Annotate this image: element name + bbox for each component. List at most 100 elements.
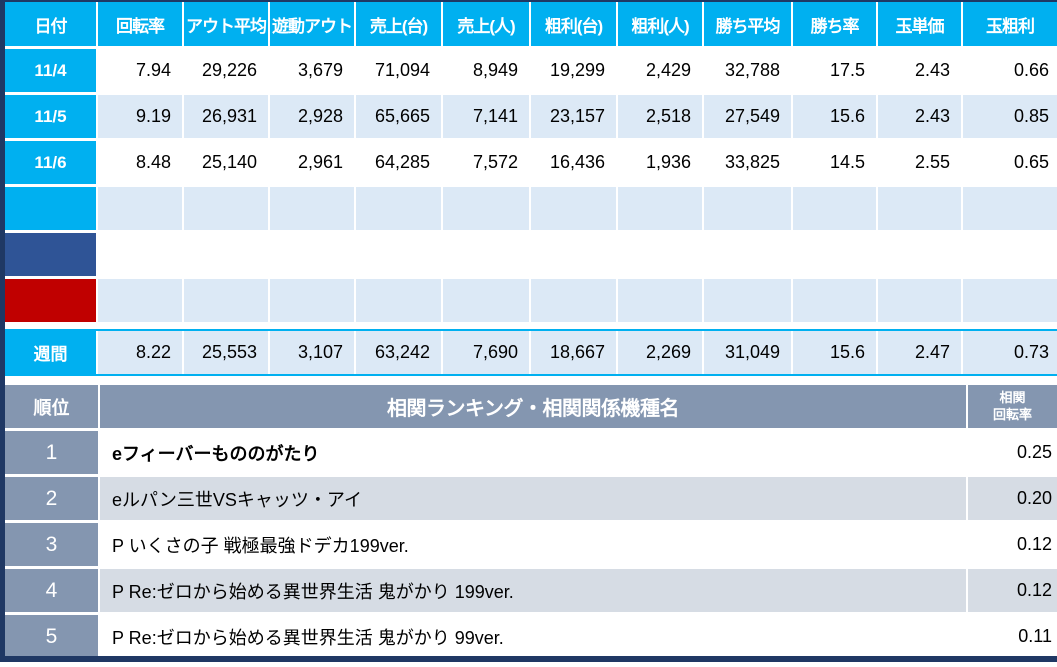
date-label-cell: 11/5	[5, 95, 98, 138]
ranking-title-header: 相関ランキング・相関関係機種名	[100, 385, 968, 428]
value-cell	[618, 233, 704, 276]
value-cell	[184, 233, 270, 276]
daily-row	[5, 187, 1057, 230]
value-cell: 9.19	[98, 95, 184, 138]
weekly-label-cell: 週間	[5, 331, 98, 374]
value-cell	[184, 279, 270, 322]
weekly-value-cell: 18,667	[531, 331, 618, 374]
machine-name-cell: eフィーバーもののがたり	[100, 431, 968, 474]
col-header-sales-per-person: 売上(人)	[443, 2, 531, 46]
sheet-bottom-border	[0, 656, 1057, 662]
value-cell	[704, 187, 793, 230]
ranking-row: 4 P Re:ゼロから始める異世界生活 鬼がかり 199ver. 0.12	[5, 569, 1057, 612]
col-header-floating-out: 遊動アウト	[270, 2, 356, 46]
value-cell	[356, 187, 443, 230]
value-cell	[704, 233, 793, 276]
correlation-value-cell: 0.12	[968, 569, 1057, 612]
sheet-left-border	[0, 0, 5, 662]
daily-stats-table: 日付 回転率 アウト平均 遊動アウト 売上(台) 売上(人) 粗利(台) 粗利(…	[5, 2, 1057, 376]
correlation-value-cell: 0.12	[968, 523, 1057, 566]
value-cell: 32,788	[704, 49, 793, 92]
correlation-value-cell: 0.20	[968, 477, 1057, 520]
value-cell	[963, 279, 1057, 322]
rank-cell: 5	[5, 615, 100, 658]
correlation-ranking-table: 順位 相関ランキング・相関関係機種名 相関 回転率 1 eフィーバーもののがたり…	[5, 385, 1057, 658]
value-cell: 2,518	[618, 95, 704, 138]
correlation-value-cell: 0.25	[968, 431, 1057, 474]
value-cell: 14.5	[793, 141, 878, 184]
value-cell: 19,299	[531, 49, 618, 92]
value-cell	[793, 279, 878, 322]
value-cell: 71,094	[356, 49, 443, 92]
col-header-win-average: 勝ち平均	[704, 2, 793, 46]
value-cell: 27,549	[704, 95, 793, 138]
value-cell: 16,436	[531, 141, 618, 184]
weekly-value-cell: 7,690	[443, 331, 531, 374]
value-cell: 25,140	[184, 141, 270, 184]
daily-rows-container: 11/4 7.94 29,226 3,679 71,094 8,949 19,2…	[5, 49, 1057, 322]
value-cell: 8.48	[98, 141, 184, 184]
sheet-top-border	[0, 0, 1057, 2]
value-cell	[963, 187, 1057, 230]
col-header-gross-profit-per-machine: 粗利(台)	[531, 2, 618, 46]
weekly-value-cell: 25,553	[184, 331, 270, 374]
value-cell: 2,928	[270, 95, 356, 138]
value-cell: 2,961	[270, 141, 356, 184]
daily-row: 11/4 7.94 29,226 3,679 71,094 8,949 19,2…	[5, 49, 1057, 92]
value-cell	[443, 187, 531, 230]
ranking-row: 3 P いくさの子 戦極最強ドデカ199ver. 0.12	[5, 523, 1057, 566]
ranking-rows-container: 1 eフィーバーもののがたり 0.25 2 eルパン三世VSキャッツ・アイ 0.…	[5, 431, 1057, 658]
col-header-ball-unit-price: 玉単価	[878, 2, 963, 46]
machine-name-cell: P いくさの子 戦極最強ドデカ199ver.	[100, 523, 968, 566]
rank-cell: 1	[5, 431, 100, 474]
rank-cell: 4	[5, 569, 100, 612]
date-label-cell	[5, 279, 98, 322]
col-header-rotation-rate: 回転率	[98, 2, 184, 46]
value-cell: 33,825	[704, 141, 793, 184]
value-cell	[878, 279, 963, 322]
value-cell	[531, 187, 618, 230]
daily-row	[5, 279, 1057, 322]
value-cell	[98, 233, 184, 276]
value-cell: 0.66	[963, 49, 1057, 92]
value-cell: 17.5	[793, 49, 878, 92]
weekly-value-cell: 15.6	[793, 331, 878, 374]
value-cell	[531, 233, 618, 276]
value-cell: 2.43	[878, 49, 963, 92]
daily-table-header-row: 日付 回転率 アウト平均 遊動アウト 売上(台) 売上(人) 粗利(台) 粗利(…	[5, 2, 1057, 46]
daily-row: 11/6 8.48 25,140 2,961 64,285 7,572 16,4…	[5, 141, 1057, 184]
correlation-value-cell: 0.11	[968, 615, 1057, 658]
value-cell	[963, 233, 1057, 276]
value-cell	[618, 279, 704, 322]
value-cell	[443, 279, 531, 322]
col-header-gross-profit-per-person: 粗利(人)	[618, 2, 704, 46]
date-label-cell	[5, 233, 98, 276]
value-cell: 0.85	[963, 95, 1057, 138]
date-label-cell: 11/6	[5, 141, 98, 184]
rank-cell: 2	[5, 477, 100, 520]
col-header-out-average: アウト平均	[184, 2, 270, 46]
ranking-header-row: 順位 相関ランキング・相関関係機種名 相関 回転率	[5, 385, 1057, 428]
value-cell: 23,157	[531, 95, 618, 138]
correlation-rate-header-line2: 回転率	[992, 406, 1032, 422]
machine-name-cell: eルパン三世VSキャッツ・アイ	[100, 477, 968, 520]
value-cell: 8,949	[443, 49, 531, 92]
value-cell: 64,285	[356, 141, 443, 184]
weekly-value-cell: 63,242	[356, 331, 443, 374]
value-cell: 7.94	[98, 49, 184, 92]
weekly-value-cell: 2,269	[618, 331, 704, 374]
value-cell	[98, 279, 184, 322]
value-cell: 2,429	[618, 49, 704, 92]
value-cell: 15.6	[793, 95, 878, 138]
value-cell: 0.65	[963, 141, 1057, 184]
ranking-row: 2 eルパン三世VSキャッツ・アイ 0.20	[5, 477, 1057, 520]
col-header-sales-per-machine: 売上(台)	[356, 2, 443, 46]
value-cell	[356, 233, 443, 276]
machine-name-cell: P Re:ゼロから始める異世界生活 鬼がかり 199ver.	[100, 569, 968, 612]
value-cell	[443, 233, 531, 276]
value-cell	[356, 279, 443, 322]
value-cell	[878, 187, 963, 230]
value-cell	[793, 187, 878, 230]
value-cell	[793, 233, 878, 276]
value-cell	[98, 187, 184, 230]
